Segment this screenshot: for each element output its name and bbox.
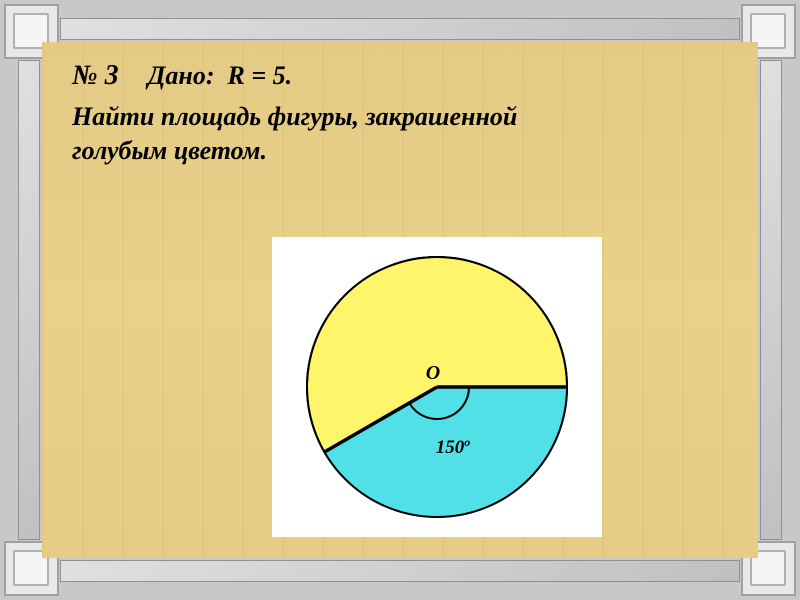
content-area: № 3 Дано: R = 5. Найти площадь фигуры, з… xyxy=(42,42,758,558)
given-value: R = 5. xyxy=(227,61,292,90)
given-label: Дано: xyxy=(148,61,215,90)
diagram-container: О150о xyxy=(272,237,602,537)
task-line-1: Найти площадь фигуры, закрашенной xyxy=(72,102,517,131)
task-line-2: голубым цветом. xyxy=(72,136,267,165)
frame-border xyxy=(60,18,740,40)
frame-border xyxy=(18,60,40,540)
frame-border xyxy=(760,60,782,540)
slide-frame: № 3 Дано: R = 5. Найти площадь фигуры, з… xyxy=(0,0,800,600)
frame-border xyxy=(60,560,740,582)
given-text: Дано: R = 5. xyxy=(148,61,293,91)
problem-number: № 3 xyxy=(72,60,119,92)
task-text: Найти площадь фигуры, закрашенной голубы… xyxy=(72,100,728,168)
svg-text:О: О xyxy=(426,362,440,384)
circle-diagram: О150о xyxy=(272,237,602,537)
